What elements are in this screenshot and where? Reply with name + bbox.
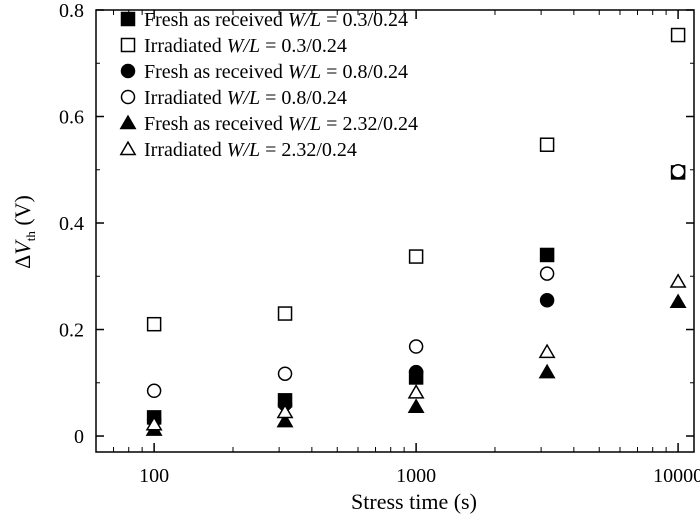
legend-marker	[119, 114, 137, 130]
x-tick-label: 100	[139, 465, 169, 487]
data-point	[538, 363, 556, 379]
legend-label-value: = 0.8/0.24	[321, 61, 408, 83]
legend-marker	[120, 37, 136, 53]
data-point	[669, 273, 687, 288]
legend-label-value: = 2.32/0.24	[321, 113, 418, 135]
data-points	[145, 27, 687, 436]
legend-label: Irradiated W/L = 2.32/0.24	[144, 139, 357, 161]
legend-label: Irradiated W/L = 0.3/0.24	[144, 35, 347, 57]
y-axis-label-unit: (V)	[10, 195, 35, 231]
legend-label-value: = 2.32/0.24	[260, 139, 357, 161]
data-point	[146, 383, 162, 399]
series-square-open-1	[146, 27, 686, 332]
y-tick-label: 0.2	[59, 320, 84, 342]
legend-label-wl: W/L	[288, 61, 321, 83]
legend-label-prefix: Fresh as received	[144, 9, 288, 31]
legend-item: Fresh as received W/L = 2.32/0.24	[119, 113, 418, 135]
series-circle-open-3	[146, 164, 686, 399]
legend-label: Fresh as received W/L = 2.32/0.24	[144, 113, 418, 135]
legend-label-value: = 0.8/0.24	[260, 87, 347, 109]
legend-label: Irradiated W/L = 0.8/0.24	[144, 87, 347, 109]
data-point	[146, 316, 162, 332]
data-point	[669, 293, 687, 309]
data-point	[539, 292, 555, 308]
series-triangle-open-5	[145, 273, 687, 431]
y-tick-label: 0	[74, 426, 84, 448]
y-axis-label: ΔVth (V)	[10, 195, 38, 269]
legend-item: Fresh as received W/L = 0.8/0.24	[120, 61, 408, 83]
legend-label-wl: W/L	[227, 35, 260, 57]
data-point	[538, 343, 556, 359]
x-axis: 100 1000 10000	[113, 10, 700, 487]
data-point	[539, 247, 555, 263]
legend-label: Fresh as received W/L = 0.3/0.24	[144, 9, 408, 31]
data-point	[277, 366, 293, 381]
legend-label: Fresh as received W/L = 0.8/0.24	[144, 61, 408, 83]
data-point	[408, 249, 424, 264]
legend-label-wl: W/L	[227, 87, 260, 109]
legend-label-wl: W/L	[288, 113, 321, 135]
data-point	[407, 398, 425, 413]
legend-marker	[119, 140, 137, 156]
legend-label-prefix: Fresh as received	[144, 113, 288, 135]
legend-item: Fresh as received W/L = 0.3/0.24	[120, 9, 408, 31]
data-point	[145, 415, 163, 431]
legend-label-value: = 0.3/0.24	[321, 9, 408, 31]
data-point	[277, 306, 293, 321]
data-point	[408, 364, 424, 380]
legend-label-prefix: Fresh as received	[144, 61, 288, 83]
y-tick-label: 0.6	[59, 107, 84, 129]
legend-label-prefix: Irradiated	[144, 87, 227, 109]
plot-frame	[95, 9, 695, 453]
legend-item: Irradiated W/L = 0.8/0.24	[120, 87, 347, 109]
y-axis-label-v: V	[10, 239, 35, 255]
data-point	[539, 266, 555, 281]
x-tick-label: 10000	[653, 465, 700, 487]
legend-label-value: = 0.3/0.24	[260, 35, 347, 57]
legend-item: Irradiated W/L = 0.3/0.24	[120, 35, 347, 57]
data-point	[408, 339, 424, 354]
legend-label-prefix: Irradiated	[144, 35, 227, 57]
series-triangle-filled-4	[145, 293, 687, 436]
legend: Fresh as received W/L = 0.3/0.24Irradiat…	[119, 9, 418, 161]
y-tick-label: 0.4	[59, 213, 84, 235]
y-axis-label-delta: Δ	[10, 255, 35, 269]
x-tick-label: 1000	[396, 465, 436, 487]
data-point	[670, 27, 686, 43]
y-axis: 0 0.2 0.4 0.6 0.8	[59, 0, 694, 448]
data-point	[539, 137, 555, 152]
legend-marker	[120, 63, 136, 79]
legend-marker	[120, 11, 136, 27]
data-point	[276, 403, 294, 419]
legend-marker	[120, 89, 136, 105]
legend-label-wl: W/L	[227, 139, 260, 161]
legend-label-wl: W/L	[288, 9, 321, 31]
y-tick-label: 0.8	[59, 0, 84, 22]
legend-label-prefix: Irradiated	[144, 139, 227, 161]
data-point	[670, 164, 686, 179]
data-point	[276, 412, 294, 428]
legend-item: Irradiated W/L = 2.32/0.24	[119, 139, 357, 161]
y-axis-label-sub: th	[23, 231, 38, 242]
data-point	[407, 384, 425, 399]
x-axis-label: Stress time (s)	[351, 489, 477, 514]
plot-border	[95, 9, 695, 453]
